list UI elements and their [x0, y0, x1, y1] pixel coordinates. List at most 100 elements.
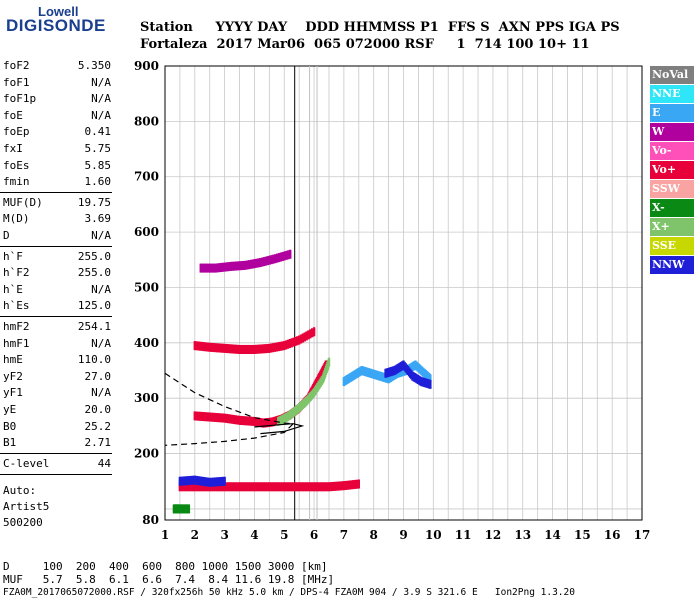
data-point	[277, 488, 280, 492]
data-point	[273, 347, 277, 351]
data-point	[199, 487, 202, 490]
data-point	[296, 482, 299, 485]
data-point	[197, 343, 200, 346]
data-point	[289, 249, 292, 253]
data-point	[290, 485, 293, 488]
data-point	[223, 264, 227, 267]
data-point	[266, 259, 270, 262]
data-point	[249, 421, 252, 425]
data-point	[303, 488, 306, 492]
data-point	[201, 476, 204, 480]
data-point	[321, 380, 325, 384]
trace-F2-x	[277, 357, 331, 426]
data-point	[247, 421, 251, 424]
param-hmf2: hmF2 254.1	[3, 319, 111, 335]
data-point	[221, 480, 224, 483]
data-point	[203, 268, 206, 271]
data-point	[255, 349, 258, 353]
data-point	[429, 386, 432, 389]
data-point	[355, 486, 359, 489]
data-point	[234, 483, 238, 487]
param-value: 110.0	[77, 353, 111, 367]
data-point	[225, 487, 228, 490]
data-point	[234, 264, 238, 268]
data-point	[255, 260, 258, 263]
data-point	[208, 487, 211, 490]
data-point	[234, 347, 238, 351]
data-point	[195, 416, 198, 419]
y-tick-label: 600	[134, 225, 159, 239]
param-m-d-: M(D) 3.69	[3, 211, 111, 227]
data-point	[296, 485, 299, 488]
data-point	[249, 483, 252, 487]
x-tick-label: 6	[310, 528, 318, 542]
data-point	[230, 418, 234, 421]
data-point	[236, 415, 239, 418]
data-point	[208, 270, 212, 273]
data-point	[279, 348, 282, 351]
data-point	[262, 483, 265, 487]
data-point	[195, 485, 198, 488]
data-point	[256, 344, 260, 348]
data-point	[273, 349, 277, 352]
data-point	[240, 420, 243, 424]
data-point	[225, 418, 228, 422]
data-point	[281, 341, 284, 344]
legend-item-vo-: Vo-	[650, 142, 694, 160]
data-point	[210, 412, 213, 416]
data-point	[331, 481, 334, 485]
data-point	[355, 481, 359, 484]
data-point	[271, 488, 275, 492]
data-point	[229, 265, 232, 268]
data-point	[204, 343, 208, 347]
data-point	[210, 419, 213, 422]
data-point	[197, 416, 200, 420]
data-point	[251, 483, 254, 487]
data-point	[229, 344, 232, 347]
data-point	[253, 485, 256, 488]
data-point	[221, 413, 224, 416]
data-point	[251, 349, 254, 353]
data-point	[357, 482, 360, 486]
data-point	[215, 343, 219, 346]
data-point	[242, 421, 245, 424]
data-point	[290, 483, 293, 487]
data-point	[195, 411, 198, 414]
data-point	[214, 487, 217, 490]
data-point	[210, 347, 213, 351]
data-point	[303, 332, 306, 335]
data-point	[247, 485, 251, 488]
data-point	[230, 414, 234, 418]
data-point	[225, 347, 228, 350]
data-point	[186, 485, 189, 488]
data-point	[246, 262, 249, 265]
data-point	[238, 267, 242, 271]
param-name: foE	[3, 108, 23, 122]
data-point	[180, 476, 183, 479]
data-point	[206, 477, 210, 480]
data-point	[314, 485, 318, 488]
data-point	[284, 340, 288, 343]
data-point	[229, 483, 232, 487]
data-point	[204, 413, 208, 417]
data-point	[202, 483, 206, 487]
data-point	[266, 257, 270, 261]
data-point	[204, 345, 208, 349]
trace-F2-second-hop	[193, 327, 316, 354]
param-hmf1: hmF1 N/A	[3, 336, 111, 352]
data-point	[199, 483, 202, 486]
data-point	[227, 263, 230, 267]
data-point	[320, 482, 323, 485]
data-point	[201, 487, 204, 490]
data-point	[287, 253, 290, 256]
data-point	[208, 342, 211, 346]
data-point	[223, 262, 227, 265]
data-point	[247, 418, 251, 421]
data-point	[238, 344, 241, 348]
y-tick-label: 80	[142, 513, 159, 527]
param-name: B0	[3, 419, 17, 433]
data-point	[264, 263, 268, 266]
data-point	[182, 478, 185, 481]
data-point	[292, 485, 295, 488]
data-point	[217, 477, 221, 480]
